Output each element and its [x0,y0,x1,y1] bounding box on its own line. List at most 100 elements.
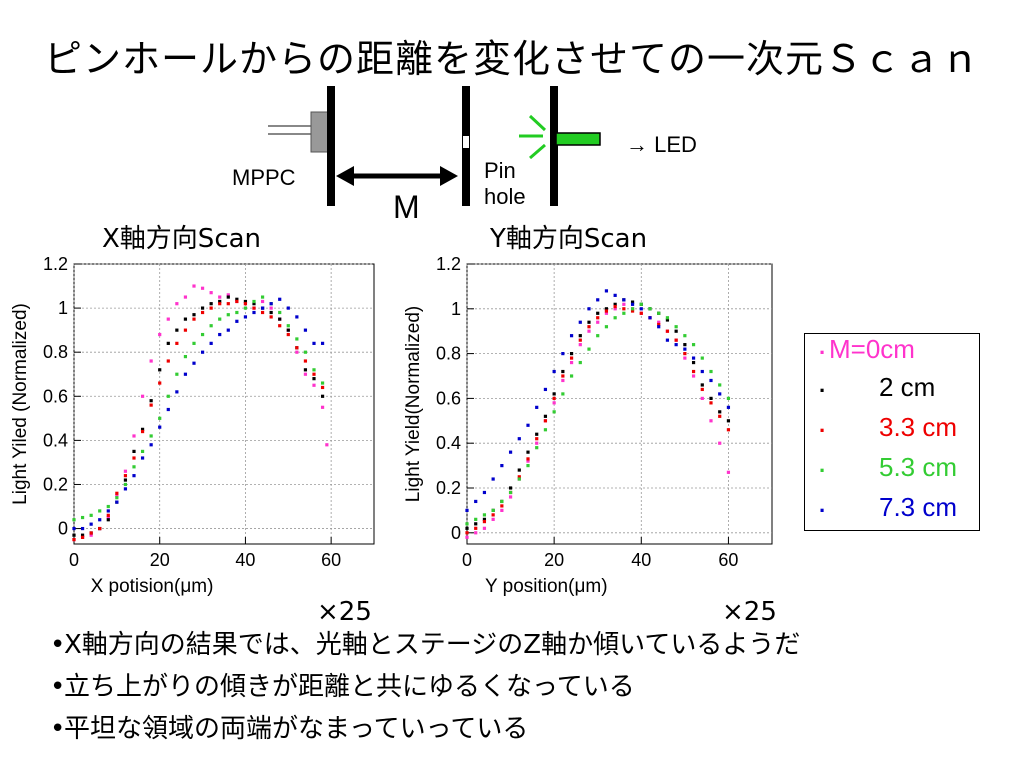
data-point [465,531,469,535]
x-axis-label: X potision(μm) [91,576,214,597]
data-point [192,313,196,317]
data-point [613,304,617,309]
data-point [543,428,548,432]
data-point [578,343,582,347]
data-point [657,325,661,329]
data-point [482,526,487,530]
legend-item: · 3.3 cm [805,412,979,448]
data-point [526,423,530,427]
data-series [72,299,325,542]
data-point [312,341,316,345]
data-point [166,317,170,321]
data-point [683,334,687,338]
legend-marker: · [819,498,827,523]
data-point [183,295,188,299]
data-point [89,513,93,517]
data-point [123,469,128,473]
data-point [260,310,265,315]
data-point [243,315,248,319]
pinhole-opening [463,136,469,148]
slide-title: ピンホールからの距離を変化させての一次元Ｓｃａｎ [43,37,980,81]
data-point [552,401,556,405]
distance-label: M [393,189,420,225]
data-point [303,372,308,376]
data-point [218,332,222,337]
data-point [561,374,565,378]
data-point [192,317,196,321]
data-point [552,369,556,374]
data-point [726,405,731,409]
distance-arrowhead-right [440,166,458,186]
data-point [209,341,213,345]
data-point [674,343,678,347]
data-point [535,437,539,441]
data-point [183,354,188,359]
data-point [674,329,678,333]
data-point [252,299,256,304]
data-point [665,338,670,342]
y-tick-label: 0 [58,519,68,539]
data-point [526,459,530,463]
data-point [226,302,230,306]
data-point [303,359,308,363]
data-point [72,526,76,531]
data-point [639,311,643,315]
plot-frame [73,263,375,545]
data-point [474,526,478,530]
data-point [561,352,565,356]
data-point [482,513,487,517]
data-series [465,304,731,535]
data-point [123,478,128,482]
legend-marker: · [819,458,827,483]
y-tick-label: 1.2 [436,254,461,274]
data-point [192,284,196,288]
data-point [218,299,222,304]
data-point [561,378,565,383]
led-plate [550,86,558,206]
data-point [648,307,652,311]
bullet-text: 立ち上がりの傾きが距離と共にゆるくなっている [64,672,635,702]
plot-frame [466,263,773,545]
x-tick-label: 60 [321,550,341,570]
data-point [278,324,282,328]
data-point [622,298,626,302]
x-tick-label: 40 [631,550,651,570]
bullet-item: •立ち上がりの傾きが距離と共にゆるくなっている [50,672,635,702]
data-point [674,325,678,329]
data-point [526,450,530,454]
data-point [235,297,239,301]
data-point [320,381,325,385]
x-tick-label: 0 [462,550,472,570]
x-tick-label: 20 [544,550,564,570]
data-point [561,369,565,374]
data-point [552,392,556,396]
data-point [295,346,299,350]
x-tick-label: 40 [235,550,255,570]
data-point [665,329,670,333]
data-point [482,490,487,495]
data-point [72,533,76,537]
data-point [709,378,713,383]
data-point [123,482,128,487]
distance-arrowhead-left [336,166,354,186]
led-ray [528,114,547,132]
data-point [80,535,85,539]
data-point [269,310,273,315]
data-point [517,477,521,481]
data-point [700,369,704,374]
data-point [192,361,196,365]
data-point [295,350,299,354]
data-point [312,383,316,387]
data-point [718,441,722,445]
data-point [543,387,548,392]
data-point [72,537,76,542]
data-point [718,383,722,387]
data-point [578,320,582,324]
data-point [278,297,282,301]
data-point [123,487,128,491]
data-point [72,518,76,522]
data-point [175,390,179,394]
y-tick-label: 0.4 [43,430,68,450]
data-point [140,394,145,398]
data-point [200,310,205,315]
